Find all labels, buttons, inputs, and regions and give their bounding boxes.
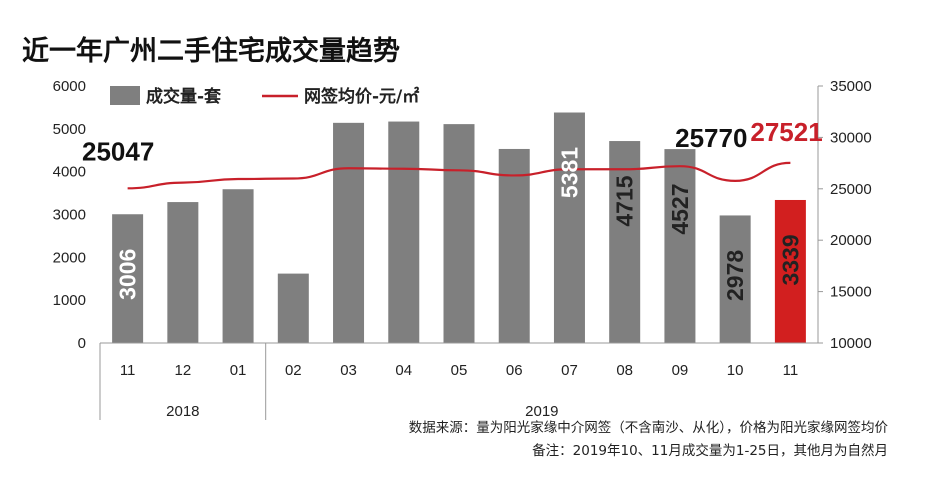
bar-4 — [333, 122, 365, 343]
bar-9 — [609, 141, 641, 343]
bar-6 — [443, 124, 475, 343]
x-tick-2: 01 — [230, 362, 247, 379]
x-tick-12: 11 — [783, 362, 799, 379]
legend-bar-label: 成交量-套 — [146, 86, 222, 107]
legend-line-label: 网签均价-元/㎡ — [304, 86, 419, 107]
remark-note: 备注：2019年10、11月成交量为1-25日，其他月为自然月 — [532, 442, 888, 459]
bar-0 — [112, 214, 144, 343]
bar-label-10: 4527 — [667, 184, 693, 235]
data-labels: 3006 5381 4715 4527 2978 3339 25047 25770 27521 — [82, 117, 823, 301]
bar-7 — [498, 148, 530, 343]
price-label-11: 25770 — [675, 123, 747, 153]
legend-bar-swatch — [110, 86, 140, 105]
x-tick-0: 11 — [120, 362, 136, 379]
bar-10 — [664, 149, 696, 343]
bar-label-12: 3339 — [777, 234, 803, 285]
bar-2 — [222, 189, 254, 343]
y-left-tick-1000: 1000 — [53, 292, 86, 309]
bar-label-8: 5381 — [556, 147, 582, 198]
x-tick-6: 05 — [451, 362, 468, 379]
y-left-tick-5000: 5000 — [53, 121, 86, 138]
year-label-2019: 2019 — [525, 403, 558, 420]
price-line-path — [127, 161, 791, 190]
bar-11 — [719, 215, 751, 343]
bar-8 — [553, 112, 585, 344]
source-note: 数据来源：量为阳光家缘中介网签（不含南沙、从化），价格为阳光家缘网签均价 — [409, 419, 889, 436]
chart-title: 近一年广州二手住宅成交量趋势 — [22, 35, 400, 67]
bar-1 — [167, 202, 199, 343]
x-tick-10: 09 — [672, 362, 689, 379]
x-tick-7: 06 — [506, 362, 523, 379]
bars — [112, 112, 806, 344]
x-tick-5: 04 — [395, 362, 412, 379]
bar-12 — [774, 199, 806, 343]
y-right-tick-30000: 30000 — [830, 129, 872, 146]
bar-label-11: 2978 — [722, 250, 748, 301]
price-line — [127, 161, 791, 190]
x-tick-4: 03 — [340, 362, 357, 379]
price-label-0: 25047 — [82, 136, 154, 166]
y-left-tick-0: 0 — [78, 335, 86, 352]
y-right-tick-35000: 35000 — [830, 78, 872, 95]
x-tick-1: 12 — [175, 362, 192, 379]
y-right-tick-20000: 20000 — [830, 232, 872, 249]
y-left-tick-6000: 6000 — [53, 78, 86, 95]
bar-label-9: 4715 — [612, 175, 638, 226]
y-left-tick-3000: 3000 — [53, 207, 86, 224]
x-tick-8: 07 — [561, 362, 578, 379]
y-right-tick-10000: 10000 — [830, 335, 872, 352]
axes: 0 1000 2000 3000 4000 5000 6000 10000 15000 20000… — [53, 78, 872, 352]
y-right-tick-15000: 15000 — [830, 284, 872, 301]
x-tick-9: 08 — [616, 362, 633, 379]
y-right-tick-25000: 25000 — [830, 181, 872, 198]
bar-5 — [388, 121, 420, 343]
price-label-12: 27521 — [750, 117, 822, 147]
x-tick-11: 10 — [727, 362, 744, 379]
bar-3 — [277, 273, 309, 343]
y-left-tick-2000: 2000 — [53, 249, 86, 266]
legend: 成交量-套 网签均价-元/㎡ — [110, 86, 419, 107]
x-tick-3: 02 — [285, 362, 302, 379]
year-label-2018: 2018 — [166, 403, 199, 420]
x-axis: 11 12 01 02 03 04 05 06 07 08 09 10 11 2018 2019 — [99, 342, 818, 420]
y-left-tick-4000: 4000 — [53, 164, 86, 181]
bar-label-0: 3006 — [115, 249, 141, 300]
